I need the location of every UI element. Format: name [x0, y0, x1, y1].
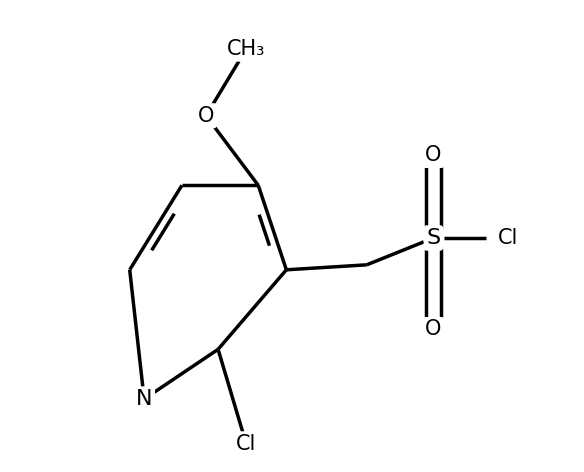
- Text: O: O: [425, 320, 442, 339]
- Text: Cl: Cl: [498, 228, 518, 248]
- Text: CH₃: CH₃: [227, 39, 265, 59]
- Text: O: O: [198, 106, 214, 126]
- Text: Cl: Cl: [236, 434, 256, 454]
- Text: S: S: [426, 228, 440, 248]
- Text: N: N: [136, 389, 152, 409]
- Text: O: O: [425, 145, 442, 166]
